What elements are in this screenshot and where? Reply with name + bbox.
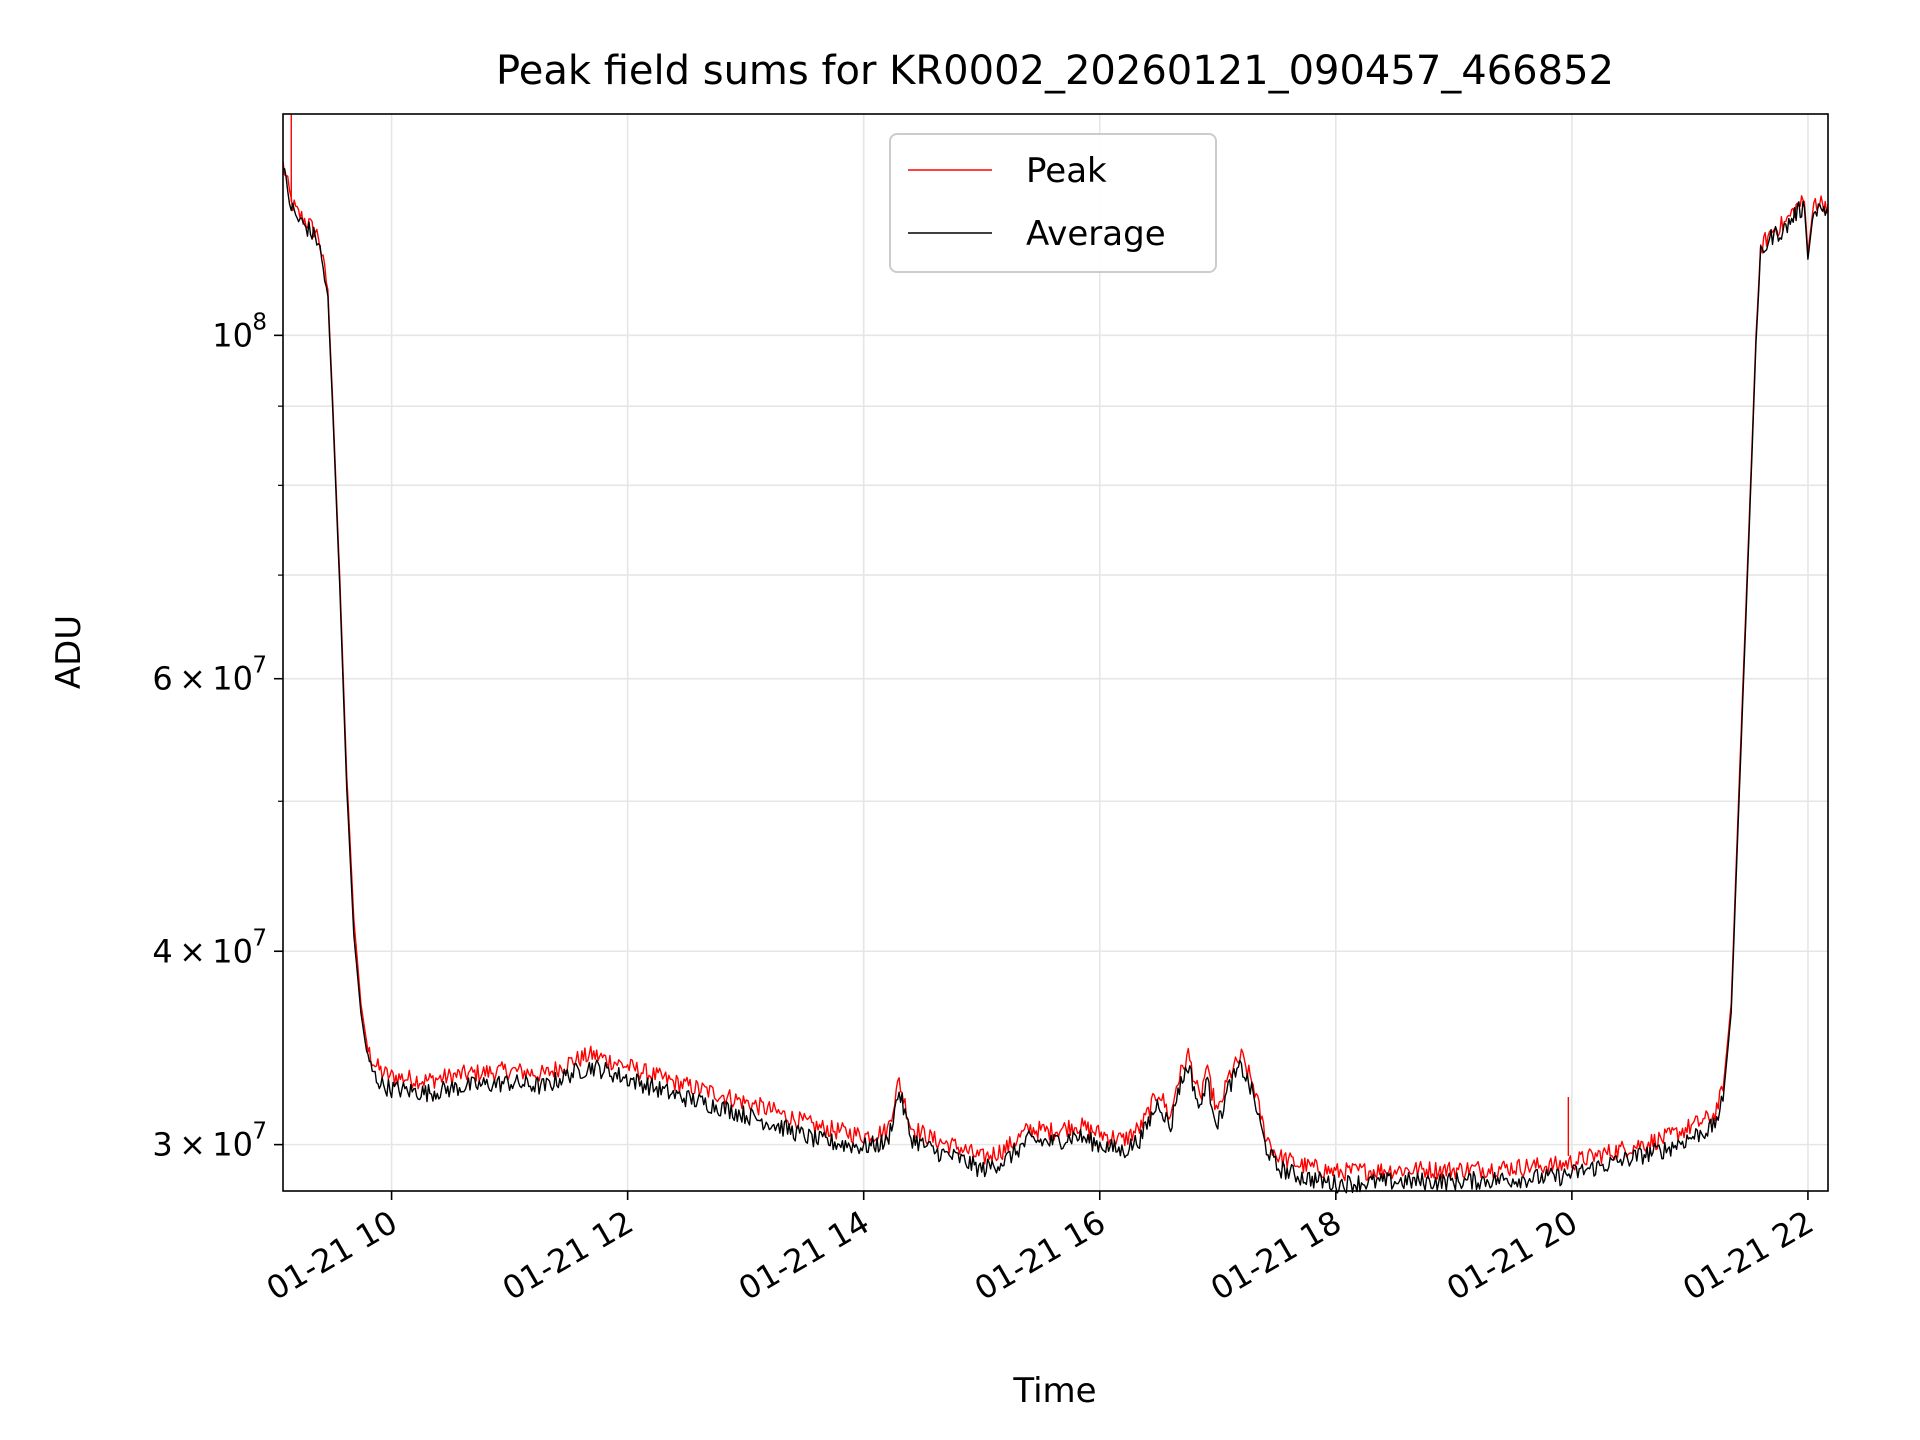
y-tick-label: 74 × 10 (152, 925, 267, 970)
y-tick-exponent: 7 (252, 925, 267, 951)
y-tick-exponent: 7 (252, 653, 267, 679)
y-tick-label: 810 (212, 309, 267, 354)
y-tick-label: 76 × 10 (152, 653, 267, 698)
y-tick-exponent: 7 (252, 1119, 267, 1145)
x-axis-label: Time (1012, 1371, 1096, 1411)
y-tick-mantissa: 6 × 10 (152, 660, 253, 698)
legend-label-average: Average (1026, 214, 1166, 254)
y-tick-exponent: 8 (252, 309, 267, 335)
y-tick-mantissa: 4 × 10 (152, 932, 253, 970)
legend: Peak Average (889, 133, 1217, 273)
y-tick-mantissa: 10 (212, 316, 253, 354)
series-line-peak (282, 161, 1829, 1182)
legend-box (889, 133, 1217, 273)
y-tick-label: 73 × 10 (152, 1119, 267, 1164)
legend-label-peak: Peak (1026, 151, 1107, 191)
series-lines (282, 114, 1829, 1194)
plot-frame (282, 113, 1829, 1192)
y-axis-label: ADU (49, 615, 89, 689)
grid (283, 114, 1828, 1191)
chart-title: Peak field sums for KR0002_20260121_0904… (496, 48, 1614, 94)
series-line-average (282, 167, 1829, 1194)
y-tick-mantissa: 3 × 10 (152, 1126, 253, 1164)
